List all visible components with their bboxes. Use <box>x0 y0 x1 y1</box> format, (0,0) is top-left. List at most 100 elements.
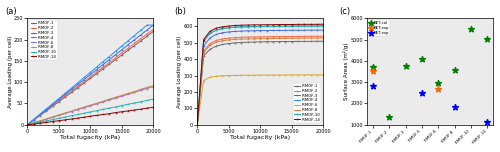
IRMOF-3 <box>220 32 226 34</box>
IRMOF-8 <box>320 37 326 39</box>
IRMOF-2 <box>288 36 294 37</box>
IRMOF-6 <box>125 93 131 95</box>
IRMOF-8 <box>31 122 37 124</box>
IRMOF-14 <box>125 110 131 112</box>
IRMOF-10 <box>125 103 131 105</box>
IRMOF-2 <box>282 36 288 38</box>
IRMOF-10 <box>81 112 87 114</box>
IRMOF-8 <box>276 38 282 39</box>
IRMOF-6 <box>56 114 62 116</box>
IRMOF-8 <box>258 38 264 40</box>
IRMOF-8 <box>56 114 62 116</box>
IRMOF-1 <box>56 101 62 103</box>
IRMOF-2 <box>44 109 50 111</box>
IRMOF-1 <box>288 41 294 42</box>
IRMOF-14 <box>314 23 320 25</box>
IRMOF-8 <box>232 38 238 40</box>
IRMOF-3 <box>238 30 244 32</box>
IRMOF-8 <box>308 37 314 39</box>
IRMOF-4 <box>106 56 112 57</box>
IRMOF-2 <box>276 36 282 38</box>
IRMOF-10 <box>100 109 106 110</box>
IRMOF-1 <box>251 41 257 43</box>
IRMOF-4 <box>251 26 257 27</box>
IRMOF-14 <box>56 120 62 122</box>
IRMOF-14 <box>251 24 257 26</box>
IRMOF-10 <box>238 26 244 28</box>
IRMOF-14 <box>270 24 276 26</box>
IRMOF-1 <box>125 49 131 51</box>
Line: IRMOF-6: IRMOF-6 <box>196 73 324 126</box>
IRMOF-14 <box>50 121 56 122</box>
IRMOF-6 <box>119 95 125 97</box>
IRMOF-6 <box>308 74 314 76</box>
IRMOF-1 <box>200 55 206 57</box>
IRMOF-4 <box>276 25 282 27</box>
IRMOF-14 <box>213 27 219 29</box>
IRMOF-4 <box>302 25 308 27</box>
IRMOF-3 <box>251 30 257 32</box>
IRMOF-8 <box>81 106 87 108</box>
IRMOF-2 <box>220 38 226 40</box>
IRMOF-14 <box>200 39 206 40</box>
IRMOF-14 <box>68 118 74 120</box>
IRMOF-2 <box>150 28 156 30</box>
IRMOF-14 <box>94 114 100 116</box>
BET-cal <box>418 57 426 60</box>
IRMOF-1 <box>308 40 314 42</box>
IRMOF-6 <box>31 122 37 124</box>
IRMOF-3 <box>288 29 294 31</box>
IRMOF-1 <box>50 105 56 107</box>
IRMOF-2 <box>314 35 320 37</box>
IRMOF-14 <box>308 23 314 25</box>
IRMOF-2 <box>138 38 143 40</box>
IRMOF-10 <box>112 106 118 108</box>
BET-exp <box>434 87 442 90</box>
IRMOF-3 <box>226 31 232 33</box>
Line: IRMOF-4: IRMOF-4 <box>196 24 324 126</box>
IRMOF-1 <box>75 87 81 89</box>
IRMOF-4 <box>270 25 276 27</box>
IRMOF-4 <box>31 118 37 120</box>
IRMOF-6 <box>44 118 50 120</box>
IRMOF-6 <box>88 105 94 107</box>
IRMOF-1 <box>88 77 94 79</box>
Line: IRMOF-10: IRMOF-10 <box>26 98 154 126</box>
IRMOF-10 <box>37 121 43 123</box>
IRMOF-10 <box>308 25 314 27</box>
IRMOF-3 <box>314 29 320 31</box>
IRMOF-8 <box>302 37 308 39</box>
IRMOF-1 <box>276 41 282 42</box>
IRMOF-2 <box>200 50 206 52</box>
Line: IRMOF-2: IRMOF-2 <box>26 28 154 126</box>
IRMOF-4 <box>288 25 294 27</box>
IRMOF-4 <box>37 113 43 115</box>
IRMOF-2 <box>213 40 219 41</box>
IRMOF-1 <box>302 40 308 42</box>
IRMOF-6 <box>200 80 206 81</box>
IRMOF-3 <box>258 30 264 31</box>
Y-axis label: Average Loading (per cell): Average Loading (per cell) <box>178 35 182 108</box>
IRMOF-10 <box>44 120 50 122</box>
IRMOF-2 <box>94 71 100 73</box>
IRMOF-1 <box>213 45 219 47</box>
IRMOF-1 <box>44 110 50 112</box>
IRMOF-14 <box>62 119 68 121</box>
IRMOF-10 <box>276 25 282 27</box>
Line: IRMOF-10: IRMOF-10 <box>196 25 324 126</box>
IRMOF-4 <box>68 87 74 89</box>
IRMOF-6 <box>238 74 244 76</box>
IRMOF-10 <box>220 28 226 29</box>
IRMOF-4 <box>295 25 301 27</box>
IRMOF-14 <box>220 26 226 28</box>
IRMOF-14 <box>144 107 150 109</box>
IRMOF-3 <box>119 49 125 51</box>
IRMOF-8 <box>314 37 320 39</box>
IRMOF-2 <box>144 33 150 35</box>
IRMOF-4 <box>62 92 68 94</box>
IRMOF-2 <box>31 119 37 121</box>
BET-exp <box>418 92 426 94</box>
IRMOF-3 <box>207 37 213 39</box>
IRMOF-3 <box>100 64 106 66</box>
IRMOF-6 <box>302 74 308 76</box>
